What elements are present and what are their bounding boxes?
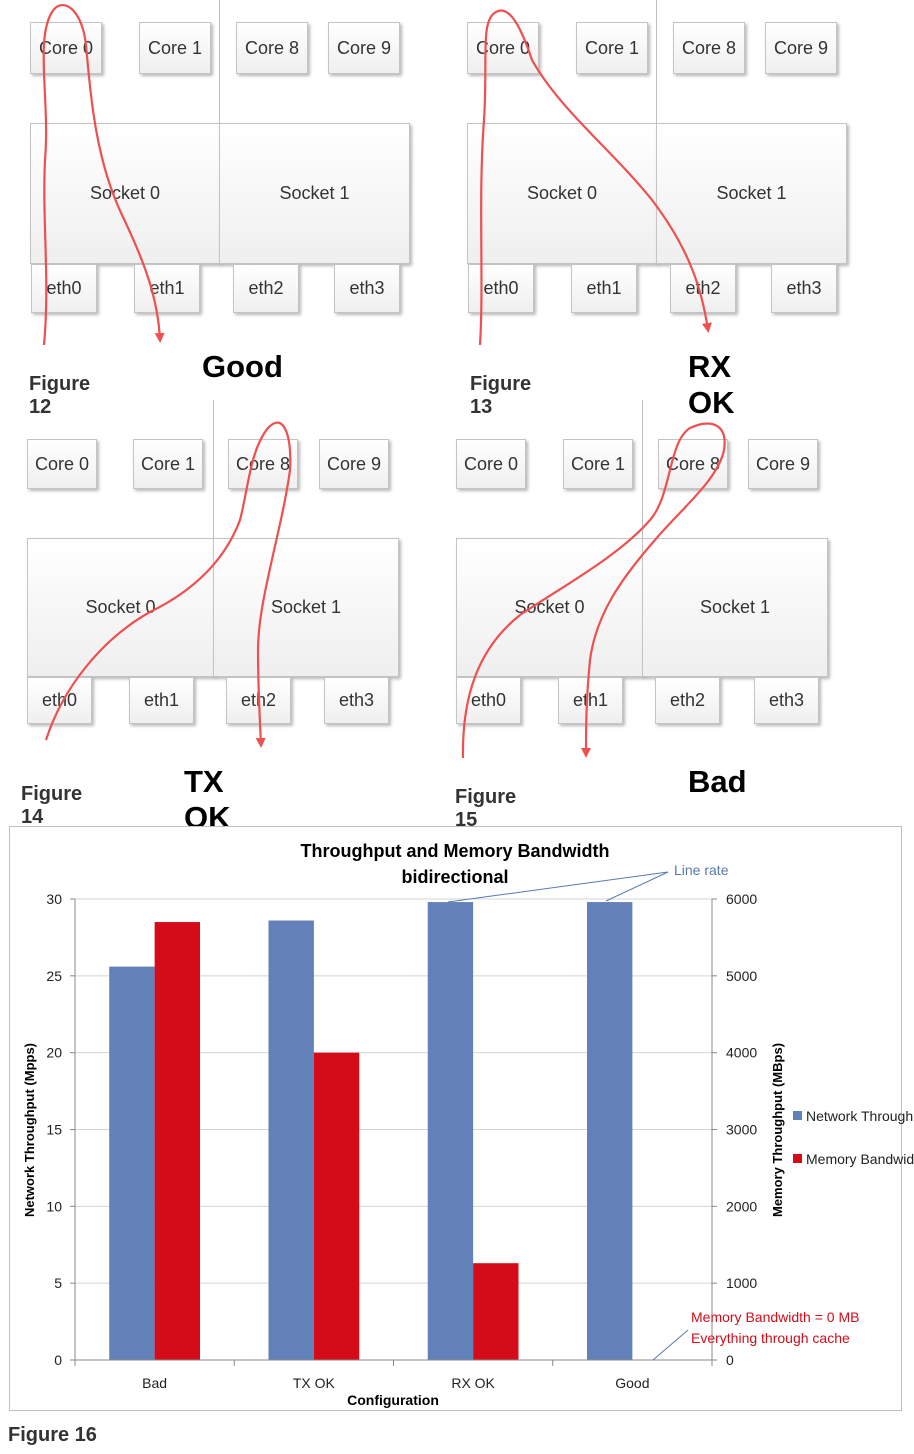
x-tick-label: TX OK bbox=[293, 1375, 336, 1391]
verdict-label: Bad bbox=[688, 764, 747, 799]
core-9-box: Core 9 bbox=[748, 439, 818, 489]
core-9-box: Core 9 bbox=[319, 439, 389, 489]
y-tick-label-right: 1000 bbox=[726, 1275, 757, 1291]
memory-zero-pointer bbox=[652, 1329, 689, 1361]
figure-label: Figure 12 bbox=[29, 373, 91, 418]
socket-1-box: Socket 1 bbox=[219, 123, 410, 264]
core-8-box: Core 8 bbox=[236, 22, 308, 74]
y-tick-label-left: 0 bbox=[54, 1352, 62, 1368]
figure-label: Figure 14 bbox=[21, 783, 83, 828]
y-tick-label-right: 4000 bbox=[726, 1045, 757, 1061]
chart-bars bbox=[109, 902, 633, 1360]
figure-label: Figure 13 bbox=[470, 373, 532, 418]
memory-zero-line2: Everything through cache bbox=[691, 1330, 850, 1346]
line-rate-pointer-2 bbox=[605, 871, 669, 902]
y-tick-label-right: 3000 bbox=[726, 1122, 757, 1138]
y-tick-label-right: 6000 bbox=[726, 891, 757, 907]
bar-memory-rx-ok bbox=[473, 1263, 519, 1360]
legend-swatch-memory bbox=[793, 1154, 802, 1163]
figure-label: Figure 15 bbox=[455, 786, 517, 831]
bar-network-rx-ok bbox=[427, 902, 474, 1360]
x-axis-label: Configuration bbox=[347, 1392, 439, 1408]
line-rate-pointer-1 bbox=[447, 871, 669, 903]
y-tick-label-left: 5 bbox=[54, 1275, 62, 1291]
y-tick-label-left: 20 bbox=[46, 1045, 62, 1061]
bar-memory-bad bbox=[154, 922, 201, 1360]
y-tick-label-left: 10 bbox=[46, 1198, 62, 1214]
legend-label-network: Network Throughput bbox=[806, 1108, 914, 1124]
y-axis-label-left: Network Throughput (Mpps) bbox=[22, 1043, 37, 1217]
x-tick-label: RX OK bbox=[451, 1375, 495, 1391]
bar-memory-tx-ok bbox=[313, 1052, 360, 1360]
core-9-box: Core 9 bbox=[765, 22, 837, 74]
verdict-label: RX OK bbox=[688, 349, 735, 420]
bar-network-bad bbox=[109, 966, 155, 1360]
eth3-box: eth3 bbox=[334, 264, 400, 313]
eth3-box: eth3 bbox=[771, 264, 837, 313]
bar-network-tx-ok bbox=[268, 920, 314, 1360]
x-tick-label: Good bbox=[615, 1375, 649, 1391]
y-tick-label-right: 2000 bbox=[726, 1198, 757, 1214]
line-rate-annotation: Line rate bbox=[447, 862, 729, 903]
core-9-box: Core 9 bbox=[328, 22, 400, 74]
eth3-box: eth3 bbox=[754, 677, 819, 724]
eth3-box: eth3 bbox=[324, 677, 389, 724]
socket-divider bbox=[219, 0, 220, 124]
line-rate-label: Line rate bbox=[674, 862, 729, 878]
chart-subtitle: bidirectional bbox=[401, 867, 508, 887]
legend-swatch-network bbox=[793, 1111, 802, 1120]
memory-zero-line1: Memory Bandwidth = 0 MB bbox=[691, 1309, 859, 1325]
y-tick-label-right: 5000 bbox=[726, 968, 757, 984]
chart-title: Throughput and Memory Bandwidth bbox=[301, 841, 610, 861]
chart-legend: Network Throughput Memory Bandwidth bbox=[793, 1108, 914, 1167]
chart-axes: 0 5 10 15 20 25 30 0 1000 2000 3000 4000 5000 6000 Bad… bbox=[46, 891, 757, 1391]
legend-label-memory: Memory Bandwidth bbox=[806, 1151, 914, 1167]
y-tick-label-left: 30 bbox=[46, 891, 62, 907]
figure-16-label: Figure 16 bbox=[8, 1424, 97, 1446]
bar-network-good bbox=[586, 902, 633, 1360]
y-tick-label-left: 15 bbox=[46, 1122, 62, 1138]
y-axis-label-right: Memory Throughput (MBps) bbox=[770, 1043, 785, 1217]
y-tick-label-left: 25 bbox=[46, 968, 62, 984]
x-tick-label: Bad bbox=[142, 1375, 167, 1391]
eth2-box: eth2 bbox=[233, 264, 299, 313]
y-tick-label-right: 0 bbox=[726, 1352, 734, 1368]
verdict-label: Good bbox=[202, 349, 283, 384]
memory-zero-annotation: Memory Bandwidth = 0 MB Everything throu… bbox=[652, 1309, 859, 1361]
